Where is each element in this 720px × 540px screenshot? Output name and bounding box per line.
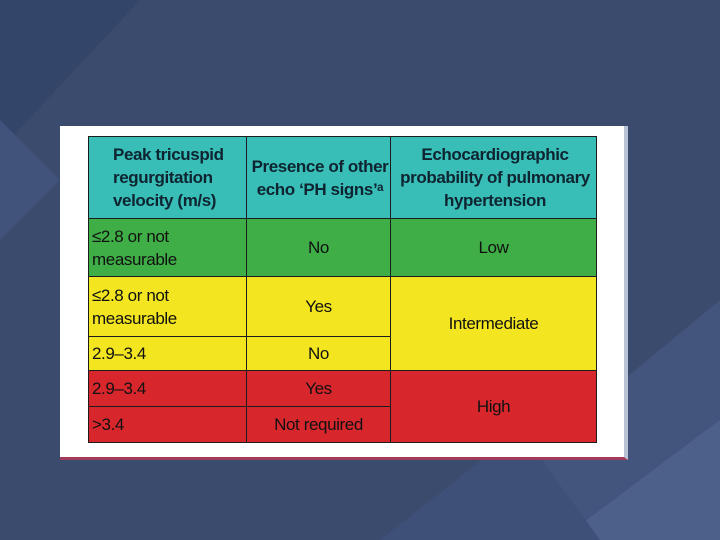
cell-ph-signs: Not required bbox=[246, 406, 391, 443]
cell-velocity: ≤2.8 or not measurable bbox=[88, 218, 247, 277]
cell-ph-signs: No bbox=[246, 336, 391, 371]
cell-velocity: 2.9–3.4 bbox=[88, 370, 247, 407]
slide-card: Peak tricuspid regurgitation velocity (m… bbox=[60, 126, 628, 460]
header-ph-signs: Presence of other echo ‘PH signs’ᵃ bbox=[246, 136, 391, 219]
header-velocity: Peak tricuspid regurgitation velocity (m… bbox=[88, 136, 247, 219]
cell-ph-signs: No bbox=[246, 218, 391, 277]
cell-probability-high: High bbox=[390, 370, 597, 443]
table-row: ≤2.8 or not measurable No Low bbox=[88, 218, 597, 277]
header-probability: Echocardiographic probability of pulmona… bbox=[390, 136, 597, 219]
cell-probability-intermediate: Intermediate bbox=[390, 276, 597, 371]
cell-ph-signs: Yes bbox=[246, 370, 391, 407]
echo-probability-table: Peak tricuspid regurgitation velocity (m… bbox=[88, 136, 597, 443]
cell-velocity: 2.9–3.4 bbox=[88, 336, 247, 371]
table-row: 2.9–3.4 Yes High bbox=[88, 370, 597, 443]
cell-probability-low: Low bbox=[390, 218, 597, 277]
table-header-row: Peak tricuspid regurgitation velocity (m… bbox=[88, 136, 597, 219]
cell-velocity: ≤2.8 or not measurable bbox=[88, 276, 247, 337]
cell-velocity: >3.4 bbox=[88, 406, 247, 443]
table-row: ≤2.8 or not measurable Yes Intermediate bbox=[88, 276, 597, 371]
cell-ph-signs: Yes bbox=[246, 276, 391, 337]
